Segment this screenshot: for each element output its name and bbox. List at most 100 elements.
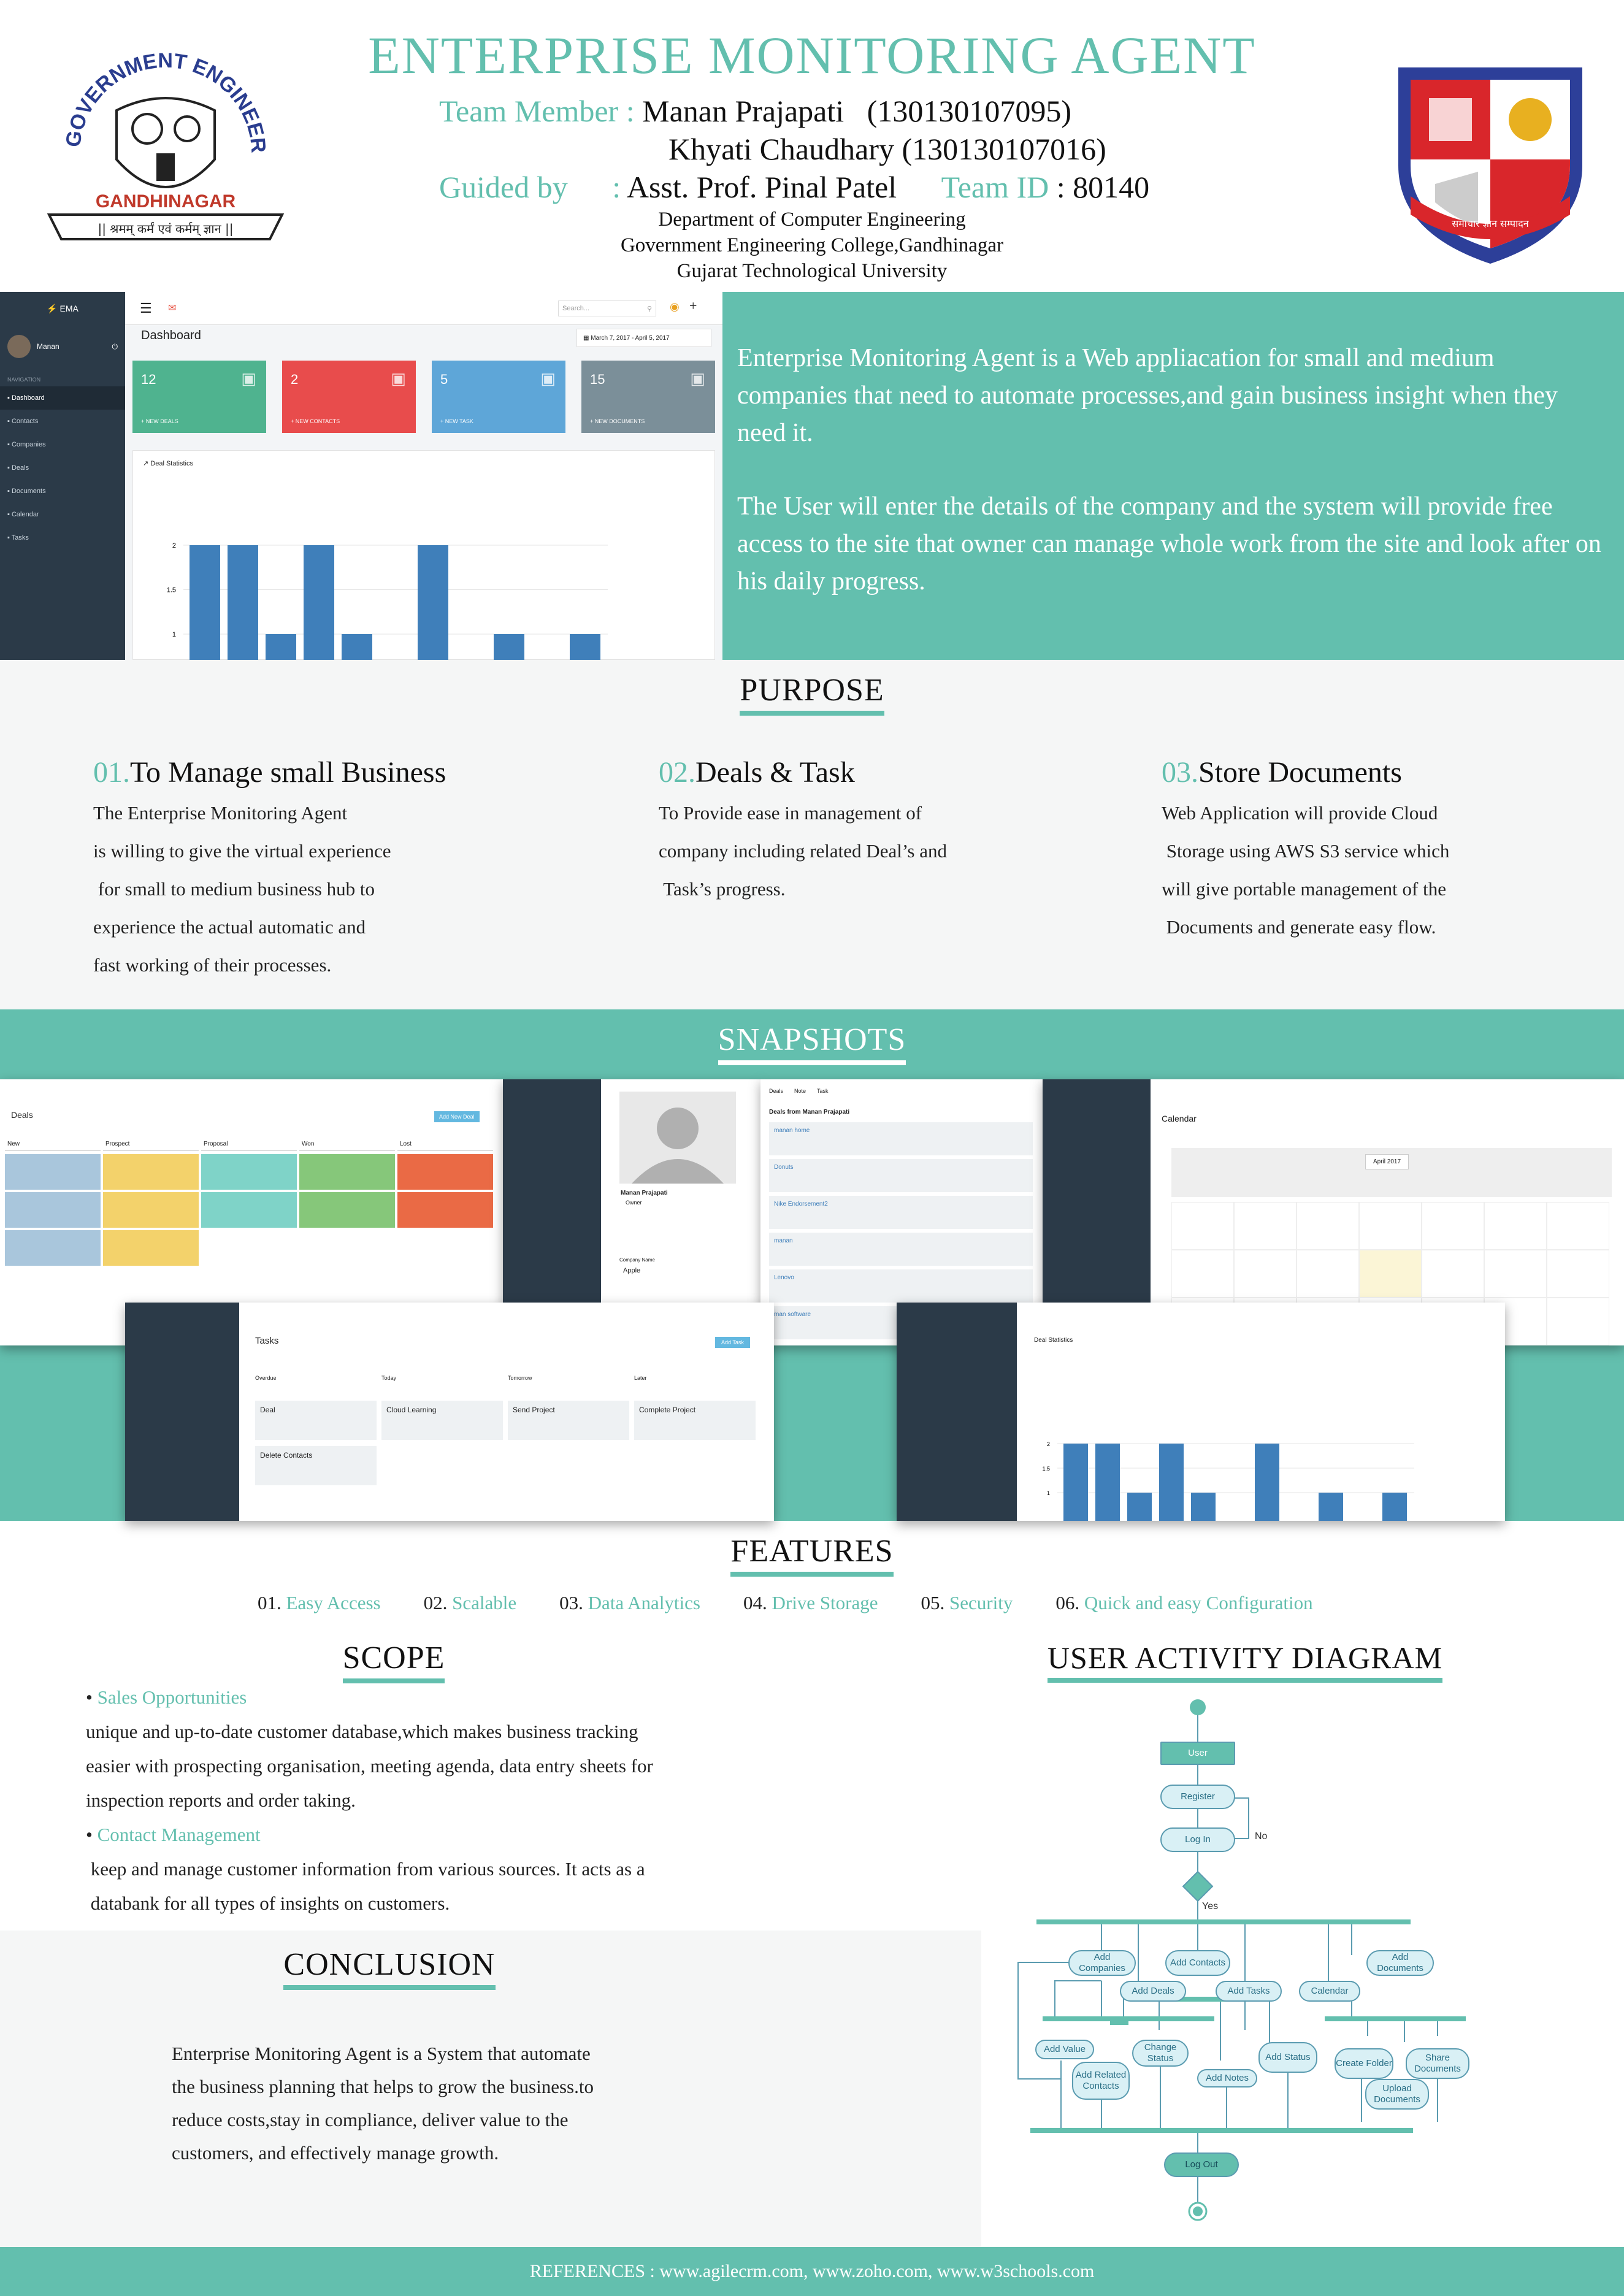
conclusion-line: Enterprise Monitoring Agent is a System …	[172, 2043, 591, 2064]
calendar-day[interactable]	[1297, 1202, 1359, 1250]
deal-list-item[interactable]: Nike Endorsement2	[769, 1196, 1033, 1229]
calendar-day[interactable]	[1359, 1202, 1422, 1250]
node-add-status: Add Status	[1258, 2042, 1317, 2073]
node-register: Register	[1160, 1785, 1235, 1809]
stat-card-icon: ▣	[241, 369, 256, 388]
stat-card-icon: ▣	[690, 369, 705, 388]
deal-list-item[interactable]: manan home	[769, 1122, 1033, 1155]
sidebar-item-calendar[interactable]: ▪ Calendar	[7, 511, 39, 518]
power-icon[interactable]: ⏻	[112, 342, 118, 351]
task-card[interactable]: Deal	[255, 1401, 377, 1440]
calendar-day[interactable]	[1547, 1202, 1609, 1250]
calendar-day[interactable]	[1359, 1250, 1422, 1298]
add-deal-button[interactable]: Add New Deal	[434, 1111, 480, 1122]
bar-9[interactable]	[1319, 1493, 1343, 1521]
snapshots-heading: SNAPSHOTS	[0, 1022, 1624, 1065]
deal-card[interactable]	[103, 1192, 199, 1228]
stat-card-4[interactable]: 15 + NEW DOCUMENTS ▣	[581, 361, 715, 433]
deal-card[interactable]	[103, 1154, 199, 1190]
fork-bar-deals	[1043, 2016, 1214, 2021]
bar-3[interactable]	[266, 634, 296, 660]
y-tick-label: 2	[1047, 1441, 1050, 1447]
deal-tab[interactable]: Note	[794, 1088, 806, 1094]
calendar-day[interactable]	[1234, 1250, 1297, 1298]
bar-11[interactable]	[570, 634, 600, 660]
calendar-day[interactable]	[1234, 1202, 1297, 1250]
calendar-day[interactable]	[1484, 1202, 1547, 1250]
stat-card-2[interactable]: 2 + NEW CONTACTS ▣	[282, 361, 416, 433]
intro-paragraph-2: The User will enter the details of the c…	[737, 492, 1601, 595]
avatar[interactable]	[7, 335, 31, 358]
label-no: No	[1255, 1831, 1268, 1842]
conclusion-heading: CONCLUSION	[0, 1946, 779, 1990]
deal-list-item[interactable]: manan	[769, 1233, 1033, 1266]
deal-card[interactable]	[5, 1230, 101, 1266]
task-card[interactable]: Complete Project	[634, 1401, 756, 1440]
add-task-button[interactable]: Add Task	[715, 1337, 750, 1348]
bar-1[interactable]	[1063, 1444, 1088, 1521]
task-card[interactable]: Send Project	[508, 1401, 629, 1440]
stat-card-value: 15	[590, 372, 605, 387]
deal-list-item[interactable]: Donuts	[769, 1159, 1033, 1192]
bar-4[interactable]	[304, 545, 334, 660]
task-column-header: Today	[381, 1375, 397, 1381]
stats-sidebar	[897, 1303, 1017, 1521]
stats-chart: 2 1.5 1	[1019, 1339, 1505, 1521]
plus-icon[interactable]: +	[689, 298, 697, 313]
globe-icon[interactable]: ◉	[670, 300, 680, 313]
deal-column-header: Lost	[397, 1138, 493, 1151]
deal-card[interactable]	[5, 1192, 101, 1228]
stat-card-3[interactable]: 5 + NEW TASK ▣	[432, 361, 565, 433]
deal-card[interactable]	[299, 1154, 395, 1190]
bar-2[interactable]	[228, 545, 258, 660]
task-card[interactable]: Cloud Learning	[381, 1401, 503, 1440]
snapshot-stats: Deal Statistics 2 1.5 1	[897, 1303, 1505, 1521]
sidebar-item-tasks[interactable]: ▪ Tasks	[7, 534, 29, 541]
deal-list-item[interactable]: Lenovo	[769, 1269, 1033, 1303]
deal-card[interactable]	[201, 1192, 297, 1228]
deal-column-header: Won	[299, 1138, 395, 1151]
bar-4[interactable]	[1159, 1444, 1184, 1521]
calendar-day[interactable]	[1547, 1298, 1609, 1345]
deal-tab[interactable]: Deals	[769, 1088, 784, 1094]
sidebar-item-contacts[interactable]: ▪ Contacts	[7, 418, 39, 425]
calendar-day[interactable]	[1297, 1250, 1359, 1298]
search-input[interactable]: Search... ⚲	[558, 300, 656, 316]
calendar-day[interactable]	[1171, 1202, 1234, 1250]
bar-5[interactable]	[342, 634, 372, 660]
calendar-day[interactable]	[1171, 1250, 1234, 1298]
sidebar-item-dashboard[interactable]: ▪ Dashboard	[0, 386, 125, 410]
bar-5[interactable]	[1191, 1493, 1216, 1521]
sidebar-item-deals[interactable]: ▪ Deals	[7, 464, 29, 472]
stat-card-1[interactable]: 12 + NEW DEALS ▣	[132, 361, 266, 433]
bar-7[interactable]	[418, 545, 448, 660]
date-range-picker[interactable]: ▦ March 7, 2017 - April 5, 2017	[576, 329, 711, 347]
task-card[interactable]: Delete Contacts	[255, 1446, 377, 1485]
deal-card[interactable]	[201, 1154, 297, 1190]
calendar-day[interactable]	[1422, 1202, 1484, 1250]
bar-11[interactable]	[1382, 1493, 1407, 1521]
bar-2[interactable]	[1095, 1444, 1120, 1521]
menu-icon[interactable]: ☰	[140, 300, 152, 316]
bar-3[interactable]	[1127, 1493, 1152, 1521]
deal-card[interactable]	[397, 1154, 493, 1190]
deal-card[interactable]	[103, 1230, 199, 1266]
sidebar-item-documents[interactable]: ▪ Documents	[7, 488, 46, 495]
snapshot-profile: Manan Prajapati Owner Company Name Apple	[503, 1079, 760, 1345]
references: REFERENCES : www.agilecrm.com, www.zoho.…	[0, 2247, 1624, 2296]
calendar-day[interactable]	[1484, 1250, 1547, 1298]
node-upload-documents: Upload Documents	[1365, 2079, 1429, 2110]
bar-1[interactable]	[190, 545, 220, 660]
deal-card[interactable]	[397, 1192, 493, 1228]
purpose-line: will give portable management of the	[1162, 878, 1446, 900]
deal-card[interactable]	[299, 1192, 395, 1228]
deal-card[interactable]	[5, 1154, 101, 1190]
deal-tab[interactable]: Task	[817, 1088, 829, 1094]
bar-9[interactable]	[494, 634, 524, 660]
bar-7[interactable]	[1255, 1444, 1279, 1521]
notification-icon[interactable]: ✉	[168, 303, 177, 313]
search-icon[interactable]: ⚲	[646, 305, 652, 313]
calendar-day[interactable]	[1547, 1250, 1609, 1298]
sidebar-item-companies[interactable]: ▪ Companies	[7, 441, 46, 448]
calendar-day[interactable]	[1422, 1250, 1484, 1298]
